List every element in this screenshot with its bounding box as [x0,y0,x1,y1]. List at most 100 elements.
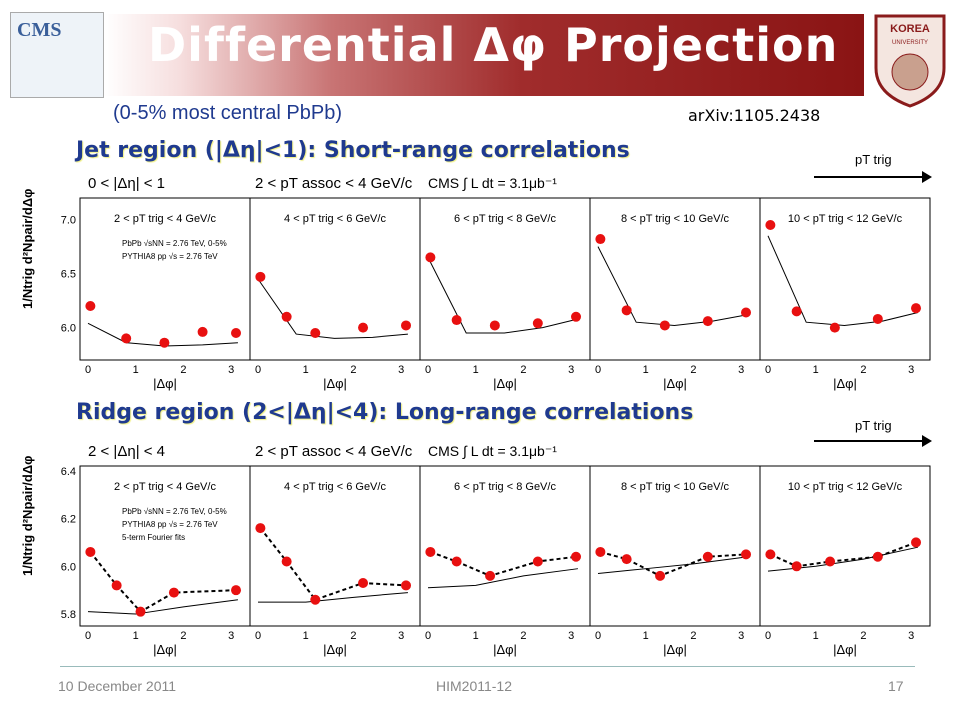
x-tick-label: 1 [813,364,819,376]
pbpb-data-point [825,556,836,567]
x-tick-label: 3 [738,630,744,642]
svg-text:UNIVERSITY: UNIVERSITY [892,40,928,46]
x-tick-label: 1 [303,630,309,642]
korea-university-logo: KOREA UNIVERSITY [870,12,950,108]
panel-frame [759,197,931,361]
pbpb-data-point [741,549,752,560]
pythia-line [597,246,749,326]
pbpb-data-point [872,313,883,324]
trigger-pt-label: 8 < pT trig < 10 GeV/c [621,481,730,493]
pbpb-data-point [655,570,666,581]
pbpb-data-point [358,578,369,589]
x-tick-label: 1 [473,364,479,376]
pbpb-data-point [532,556,543,567]
x-tick-label: 2 [350,364,356,376]
pt-trig-arrow-label-2: pT trig [855,418,892,433]
pbpb-data-point [659,320,670,331]
x-tick-label: 0 [595,364,601,376]
pbpb-data-point [425,252,436,263]
x-axis-label: |Δφ| [323,642,347,657]
x-tick-label: 2 [860,630,866,642]
y-tick-label: 7.0 [61,215,76,227]
pbpb-data-point [168,587,179,598]
y-tick-label: 6.0 [61,323,76,335]
pbpb-data-point [425,546,436,557]
arxiv-reference: arXiv:1105.2438 [688,106,821,125]
pbpb-data-point [310,328,321,338]
pbpb-data-point [791,306,802,317]
x-tick-label: 3 [738,364,744,376]
pbpb-data-point [451,315,462,326]
pbpb-data-point [791,561,802,572]
x-tick-label: 3 [908,364,914,376]
trigger-pt-label: 10 < pT trig < 12 GeV/c [788,481,903,493]
page-title: Differential Δφ Projection [148,18,839,72]
pythia-line [767,235,919,326]
trigger-pt-label: 2 < pT trig < 4 GeV/c [114,481,216,493]
pbpb-data-point [702,551,713,562]
pbpb-data-point [765,220,776,230]
pbpb-data-point [532,318,543,329]
trigger-pt-label: 4 < pT trig < 6 GeV/c [284,213,386,225]
pbpb-data-point [231,585,242,596]
luminosity-label: CMS ∫ L dt = 3.1μb⁻¹ [428,443,557,459]
trigger-pt-label: 10 < pT trig < 12 GeV/c [788,213,903,225]
pbpb-data-point [765,549,776,560]
x-tick-label: 3 [568,364,574,376]
pythia-line [767,546,919,572]
pbpb-data-point [571,311,582,322]
trigger-pt-label: 2 < pT trig < 4 GeV/c [114,213,216,225]
fourier-fit-line [259,527,407,601]
pbpb-data-point [595,546,606,557]
y-axis-label: 1/Ntrig d²Npair/dΔφ [20,456,35,576]
x-axis-label: |Δφ| [493,642,517,657]
footer-divider [60,666,915,667]
svg-text:KOREA: KOREA [890,23,930,35]
x-tick-label: 0 [85,630,91,642]
pbpb-data-point [485,570,496,581]
ridge-region-heading: Ridge region (2<|Δη|<4): Long-range corr… [76,400,694,425]
x-tick-label: 2 [180,630,186,642]
pbpb-data-point [358,322,369,333]
pythia-line [597,556,748,574]
pbpb-data-point [489,320,500,331]
pbpb-data-point [595,234,606,245]
pythia-line [257,278,408,339]
pbpb-data-point [401,580,412,591]
y-axis-label: 1/Ntrig d²Npair/dΔφ [20,189,35,309]
pbpb-data-point [111,580,122,591]
legend-entry: PbPb √sNN = 2.76 TeV, 0-5% [122,239,227,248]
footer-date: 10 December 2011 [58,678,177,694]
x-axis-label: |Δφ| [153,376,177,391]
x-tick-label: 2 [690,630,696,642]
pbpb-data-point [310,594,321,605]
x-tick-label: 0 [765,630,771,642]
pt-trig-arrow-label-1: pT trig [855,152,892,167]
page-number: 17 [888,678,904,694]
x-tick-label: 0 [85,364,91,376]
trigger-pt-label: 4 < pT trig < 6 GeV/c [284,481,386,493]
fourier-fit-line [600,551,747,577]
x-tick-label: 1 [813,630,819,642]
pbpb-data-point [571,551,582,562]
x-axis-label: |Δφ| [323,376,347,391]
x-tick-label: 1 [133,630,139,642]
pbpb-data-point [829,322,840,333]
pbpb-data-point [197,326,208,337]
trigger-pt-label: 8 < pT trig < 10 GeV/c [621,213,730,225]
pbpb-data-point [872,551,883,562]
eta-range-label: 0 < |Δη| < 1 [88,175,165,192]
pbpb-data-point [451,556,462,567]
x-axis-label: |Δφ| [493,376,517,391]
pbpb-data-point [621,554,632,565]
x-tick-label: 3 [398,630,404,642]
pbpb-data-point [255,523,266,534]
subtitle: (0-5% most central PbPb) [113,102,342,124]
x-axis-label: |Δφ| [663,642,687,657]
x-tick-label: 3 [568,630,574,642]
pbpb-data-point [121,333,132,344]
eta-range-label: 2 < |Δη| < 4 [88,443,165,460]
pbpb-data-point [85,301,96,311]
x-tick-label: 1 [643,630,649,642]
